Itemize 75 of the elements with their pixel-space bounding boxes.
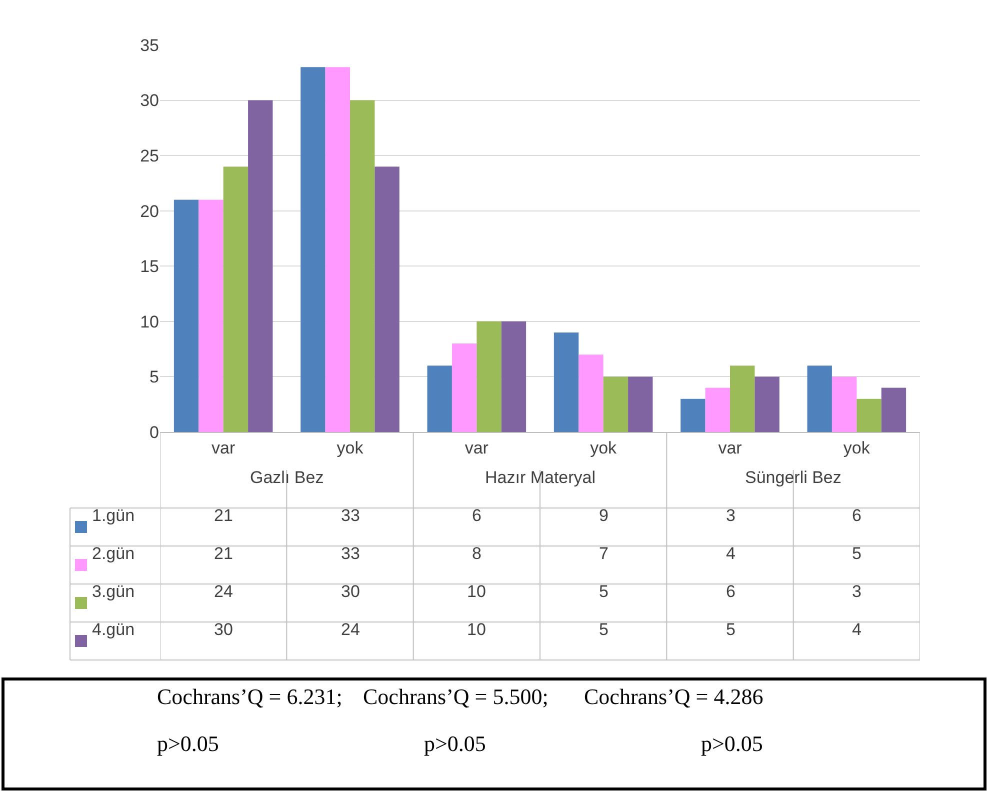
text: Hazır Materyal	[485, 468, 596, 487]
bar	[300, 67, 326, 432]
bar	[754, 376, 780, 432]
y-tick-label: 20	[140, 202, 159, 221]
x-tick-label: var	[464, 438, 489, 458]
bar	[856, 398, 882, 432]
x-tick-label: yok	[843, 438, 870, 458]
data-label: 9	[599, 506, 608, 525]
data-label: 33	[341, 544, 360, 563]
bar	[578, 354, 604, 432]
text: Cochrans’Q = 4.286	[584, 684, 764, 709]
bar	[807, 366, 832, 432]
y-tick-label: 35	[140, 36, 159, 55]
x-tick-label: var	[718, 438, 742, 458]
data-label: 3	[726, 506, 736, 525]
y-tick-label: 30	[140, 91, 159, 110]
bar	[198, 200, 224, 432]
bar	[223, 166, 248, 432]
y-tick-label: 5	[150, 368, 159, 387]
bar	[680, 398, 706, 432]
data-label: 5	[852, 544, 862, 563]
text: p>0.05	[701, 731, 763, 756]
data-label: 5	[599, 620, 608, 639]
data-label: 5	[726, 620, 736, 639]
data-label: 6	[852, 506, 862, 525]
text: p>0.05	[424, 731, 486, 756]
data-label: 4	[726, 544, 736, 563]
bar	[350, 100, 375, 432]
data-label: 10	[467, 582, 486, 601]
bar	[628, 376, 653, 432]
legend-label: 4.gün	[92, 620, 135, 639]
y-tick-label: 25	[140, 146, 159, 166]
x-tick-label: yok	[336, 438, 364, 458]
data-label: 21	[214, 506, 233, 525]
legend-label: 2.gün	[92, 544, 135, 563]
text: Cochrans’Q = 6.231;	[157, 684, 342, 709]
data-label: 21	[214, 544, 233, 563]
y-tick-label: 15	[140, 257, 159, 276]
bar	[501, 321, 526, 432]
bar	[174, 200, 199, 432]
data-label: 6	[726, 582, 736, 601]
data-label: 7	[599, 544, 608, 563]
bar	[248, 100, 273, 432]
data-label: 6	[472, 506, 482, 525]
bar	[554, 332, 579, 432]
bar	[705, 388, 730, 432]
data-label: 10	[467, 620, 486, 639]
bar	[881, 388, 906, 432]
legend-label: 1.gün	[92, 506, 135, 525]
bar	[325, 67, 350, 432]
bar	[832, 376, 857, 432]
bar	[730, 366, 755, 432]
y-tick-label: 10	[140, 312, 159, 332]
data-label: 24	[341, 620, 360, 639]
bar	[374, 166, 400, 432]
x-tick-label: var	[212, 438, 236, 458]
data-label: 4	[852, 620, 862, 639]
bar	[452, 344, 477, 432]
data-label: 30	[341, 582, 360, 601]
text: Gazlı Bez	[250, 468, 324, 487]
bar	[427, 366, 452, 432]
text: Süngerli Bez	[745, 468, 842, 487]
data-label: 24	[214, 582, 233, 601]
legend-label: 3.gün	[92, 582, 135, 601]
bar	[603, 376, 628, 432]
data-label: 3	[852, 582, 862, 601]
data-label: 30	[214, 620, 233, 639]
text: Cochrans’Q = 5.500;	[363, 684, 548, 709]
y-tick-label: 0	[150, 422, 159, 442]
text: p>0.05	[157, 731, 219, 756]
data-label: 33	[341, 506, 360, 525]
bar	[476, 321, 502, 432]
data-label: 8	[472, 544, 482, 563]
x-tick-label: yok	[590, 438, 618, 458]
data-label: 5	[599, 582, 608, 601]
